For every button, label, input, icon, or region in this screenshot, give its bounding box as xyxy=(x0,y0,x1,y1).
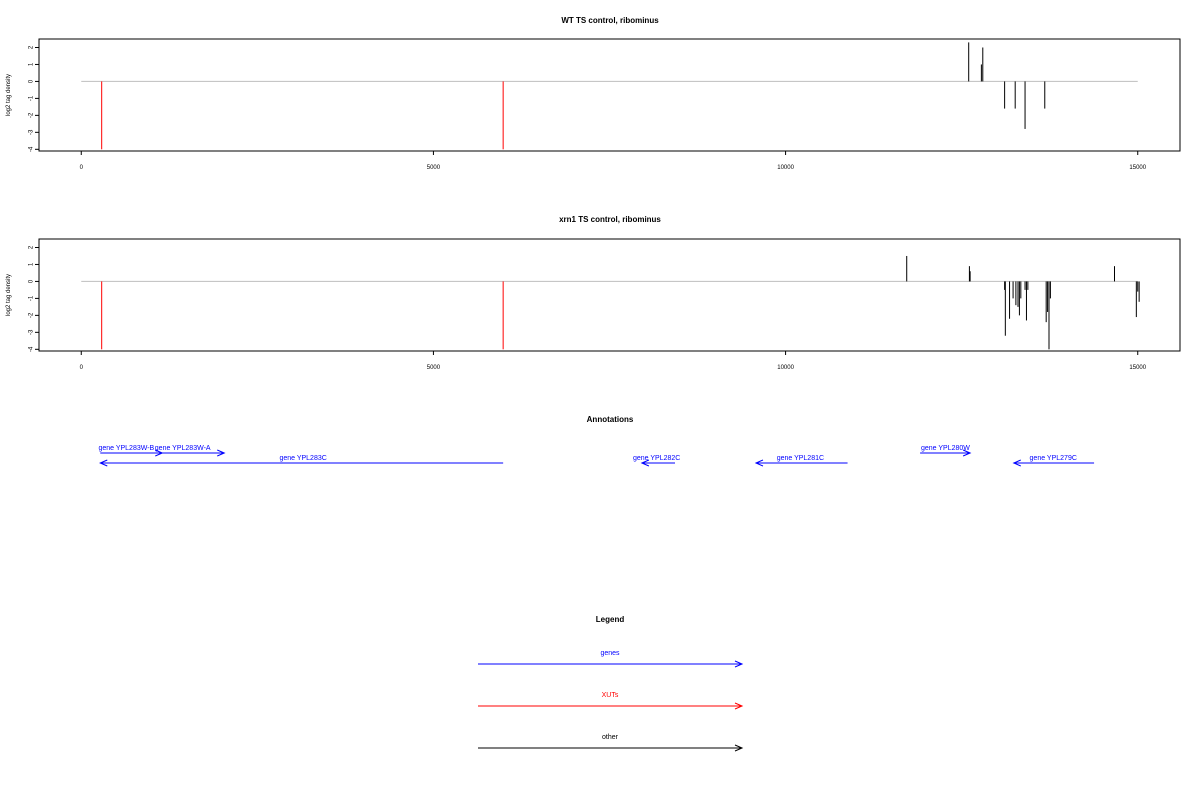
gene-label: gene YPL282C xyxy=(633,455,680,462)
wt-y-tick-label: -2 xyxy=(29,112,35,118)
gene-annotation: gene YPL280W xyxy=(920,445,972,457)
gene-label: gene YPL283C xyxy=(279,455,326,462)
gene-arrowhead-icon xyxy=(99,459,108,467)
wt-y-tick-label: 1 xyxy=(29,62,35,66)
wt-y-axis: -4 -3 -2 -1 0 1 2 xyxy=(29,45,39,152)
annotations-panel: Annotations gene YPL283W-B gene YPL283W-A… xyxy=(98,415,1095,467)
xrn1-panel: xrn1 TS control, ribominus log2 tag dens… xyxy=(6,215,1181,371)
wt-y-tick-label: 0 xyxy=(29,79,35,83)
xrn1-y-tick-label: -2 xyxy=(29,312,35,318)
wt-panel-title: WT TS control, ribominus xyxy=(561,16,659,25)
xrn1-y-tick-label: 2 xyxy=(29,245,35,249)
gene-label: gene YPL283W-A xyxy=(155,445,211,452)
gene-arrowhead-icon xyxy=(962,449,972,457)
gene-label: gene YPL283W-B xyxy=(98,445,154,452)
wt-x-tick-label: 5000 xyxy=(427,165,441,171)
xrn1-y-tick-label: -4 xyxy=(29,346,35,352)
gene-annotation: gene YPL281C xyxy=(754,455,848,467)
wt-y-tick-label: 2 xyxy=(29,45,35,49)
gene-label: gene YPL279C xyxy=(1030,455,1077,462)
gene-arrowhead-icon xyxy=(1012,459,1021,467)
gene-annotation: gene YPL283W-A xyxy=(155,445,226,457)
xrn1-y-axis: -4 -3 -2 -1 0 1 2 xyxy=(29,245,39,352)
xrn1-x-axis: 0 5000 10000 15000 xyxy=(80,351,1147,371)
gene-annotation: gene YPL283C xyxy=(99,455,504,467)
gene-arrowhead-icon xyxy=(754,459,764,467)
wt-data-marks xyxy=(81,42,1138,150)
wt-y-tick-label: -3 xyxy=(29,129,35,135)
xrn1-y-tick-label: 0 xyxy=(29,279,35,283)
gene-annotation: gene YPL282C xyxy=(633,455,680,467)
wt-x-tick-label: 15000 xyxy=(1129,165,1146,171)
wt-x-axis: 0 5000 10000 15000 xyxy=(80,151,1147,171)
gene-label: gene YPL280W xyxy=(921,445,970,452)
xrn1-y-tick-label: -3 xyxy=(29,329,35,335)
gene-tracks: gene YPL283W-B gene YPL283W-A gene YPL283C… xyxy=(98,445,1095,467)
xrn1-plot-frame xyxy=(38,238,1181,352)
xrn1-y-axis-label: log2 tag density xyxy=(6,274,12,316)
gene-label: gene YPL281C xyxy=(777,455,824,462)
gene-arrowhead-icon xyxy=(217,449,226,457)
wt-plot-frame xyxy=(38,38,1181,152)
xrn1-x-tick-label: 15000 xyxy=(1129,365,1146,371)
gene-arrowhead-icon xyxy=(155,449,164,457)
legend-arrowhead-icon xyxy=(734,744,744,752)
legend-arrowhead-icon xyxy=(734,702,744,710)
wt-panel: WT TS control, ribominus log2 tag densit… xyxy=(6,16,1181,171)
wt-y-axis-label: log2 tag density xyxy=(6,74,12,116)
legend-item: other xyxy=(478,734,744,752)
wt-y-tick-label: -4 xyxy=(29,146,35,152)
gene-annotation: gene YPL283W-B xyxy=(98,445,164,457)
wt-y-tick-label: -1 xyxy=(29,95,35,101)
xrn1-x-tick-label: 0 xyxy=(80,365,84,371)
legend-item-label: XUTs xyxy=(602,692,619,699)
legend-item: XUTs xyxy=(478,692,744,710)
legend-item-label: other xyxy=(602,734,619,741)
legend-arrowhead-icon xyxy=(734,660,744,668)
wt-x-tick-label: 10000 xyxy=(777,165,794,171)
xrn1-x-tick-label: 5000 xyxy=(427,365,441,371)
xrn1-panel-title: xrn1 TS control, ribominus xyxy=(559,215,661,224)
annotations-title: Annotations xyxy=(587,415,634,424)
xrn1-x-tick-label: 10000 xyxy=(777,365,794,371)
legend-items: genes XUTs other xyxy=(478,650,744,752)
gene-arrowhead-icon xyxy=(640,459,650,467)
legend-title: Legend xyxy=(596,615,625,624)
xrn1-y-tick-label: -1 xyxy=(29,295,35,301)
legend-panel: Legend genes XUTs other xyxy=(478,615,744,752)
xrn1-data-marks xyxy=(81,255,1140,350)
xrn1-y-tick-label: 1 xyxy=(29,262,35,266)
wt-x-tick-label: 0 xyxy=(80,165,84,171)
gene-annotation: gene YPL279C xyxy=(1012,455,1095,467)
legend-item-label: genes xyxy=(600,650,620,657)
legend-item: genes xyxy=(478,650,744,668)
